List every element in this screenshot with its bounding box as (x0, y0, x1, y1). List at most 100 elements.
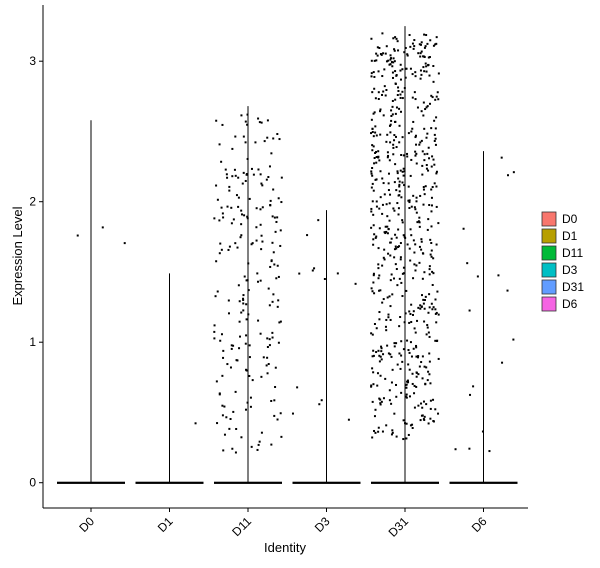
point-D11 (240, 436, 243, 439)
point-D31 (379, 398, 382, 401)
point-D31 (425, 366, 428, 369)
point-D31 (395, 135, 398, 138)
point-D31 (400, 196, 403, 199)
point-D31 (404, 312, 407, 315)
y-tick-label: 0 (29, 476, 36, 490)
point-D11 (222, 449, 225, 452)
point-D11 (244, 120, 247, 123)
point-D31 (391, 65, 394, 68)
point-D31 (408, 199, 411, 202)
point-D31 (381, 212, 384, 215)
point-D11 (228, 245, 231, 248)
point-D31 (381, 264, 384, 267)
point-D31 (412, 194, 415, 197)
point-D31 (408, 321, 411, 324)
point-D31 (408, 33, 411, 36)
point-D31 (405, 437, 408, 440)
point-D31 (419, 77, 422, 80)
point-D11 (271, 331, 274, 334)
point-D31 (414, 331, 417, 334)
point-D11 (234, 390, 237, 393)
point-D31 (429, 102, 432, 105)
point-D31 (417, 404, 420, 407)
point-D31 (430, 302, 433, 305)
point-D31 (385, 60, 388, 63)
point-D11 (236, 246, 239, 249)
point-D11 (273, 216, 276, 219)
point-D31 (431, 283, 434, 286)
point-D31 (370, 210, 373, 213)
point-D31 (435, 170, 438, 173)
point-D31 (375, 161, 378, 164)
point-D31 (414, 243, 417, 246)
point-D11 (266, 346, 269, 349)
point-D31 (388, 159, 391, 162)
point-D31 (376, 372, 379, 375)
point-D31 (419, 194, 422, 197)
point-D31 (371, 436, 374, 439)
point-D11 (215, 380, 218, 383)
point-D31 (418, 43, 421, 46)
point-D31 (432, 158, 435, 161)
point-D11 (229, 418, 232, 421)
point-D31 (379, 374, 382, 377)
point-D31 (428, 74, 431, 77)
point-D31 (379, 403, 382, 406)
point-D31 (393, 139, 396, 142)
point-D31 (420, 414, 423, 417)
point-D11 (233, 168, 236, 171)
point-D31 (427, 146, 430, 149)
point-D31 (375, 205, 378, 208)
point-D31 (423, 33, 426, 36)
point-D11 (222, 356, 225, 359)
point-D11 (279, 229, 282, 232)
point-D31 (430, 249, 433, 252)
point-D3 (336, 272, 339, 275)
point-D31 (424, 62, 427, 65)
point-D31 (377, 349, 380, 352)
point-D11 (272, 251, 275, 254)
point-D31 (382, 298, 385, 301)
point-D31 (420, 238, 423, 241)
point-D0 (101, 226, 104, 229)
point-D11 (241, 182, 244, 185)
point-D31 (432, 272, 435, 275)
point-D11 (242, 302, 245, 305)
point-D31 (432, 44, 435, 47)
point-D31 (399, 316, 402, 319)
point-D31 (420, 361, 423, 364)
point-D31 (406, 54, 409, 57)
point-D11 (224, 168, 227, 171)
point-D31 (371, 174, 374, 177)
point-D11 (242, 171, 245, 174)
point-D31 (395, 435, 398, 438)
point-D31 (413, 39, 416, 42)
point-D3 (323, 278, 326, 281)
point-D11 (267, 363, 270, 366)
point-D31 (423, 159, 426, 162)
point-D31 (401, 181, 404, 184)
point-D31 (432, 80, 435, 83)
point-D31 (423, 299, 426, 302)
legend-label-D3: D3 (562, 263, 578, 277)
point-D11 (235, 194, 238, 197)
point-D31 (427, 56, 430, 59)
point-D31 (429, 382, 432, 385)
point-D31 (434, 408, 437, 411)
point-D31 (397, 177, 400, 180)
point-D11 (222, 216, 225, 219)
point-D11 (237, 176, 240, 179)
point-D11 (266, 356, 269, 359)
point-D31 (391, 76, 394, 79)
point-D11 (251, 242, 254, 245)
point-D31 (396, 363, 399, 366)
point-D11 (227, 312, 230, 315)
point-D11 (272, 188, 275, 191)
point-D31 (398, 141, 401, 144)
point-D11 (268, 338, 271, 341)
point-D31 (394, 98, 397, 101)
point-D31 (373, 415, 376, 418)
point-D11 (213, 330, 216, 333)
point-D31 (422, 188, 425, 191)
point-D31 (408, 201, 411, 204)
